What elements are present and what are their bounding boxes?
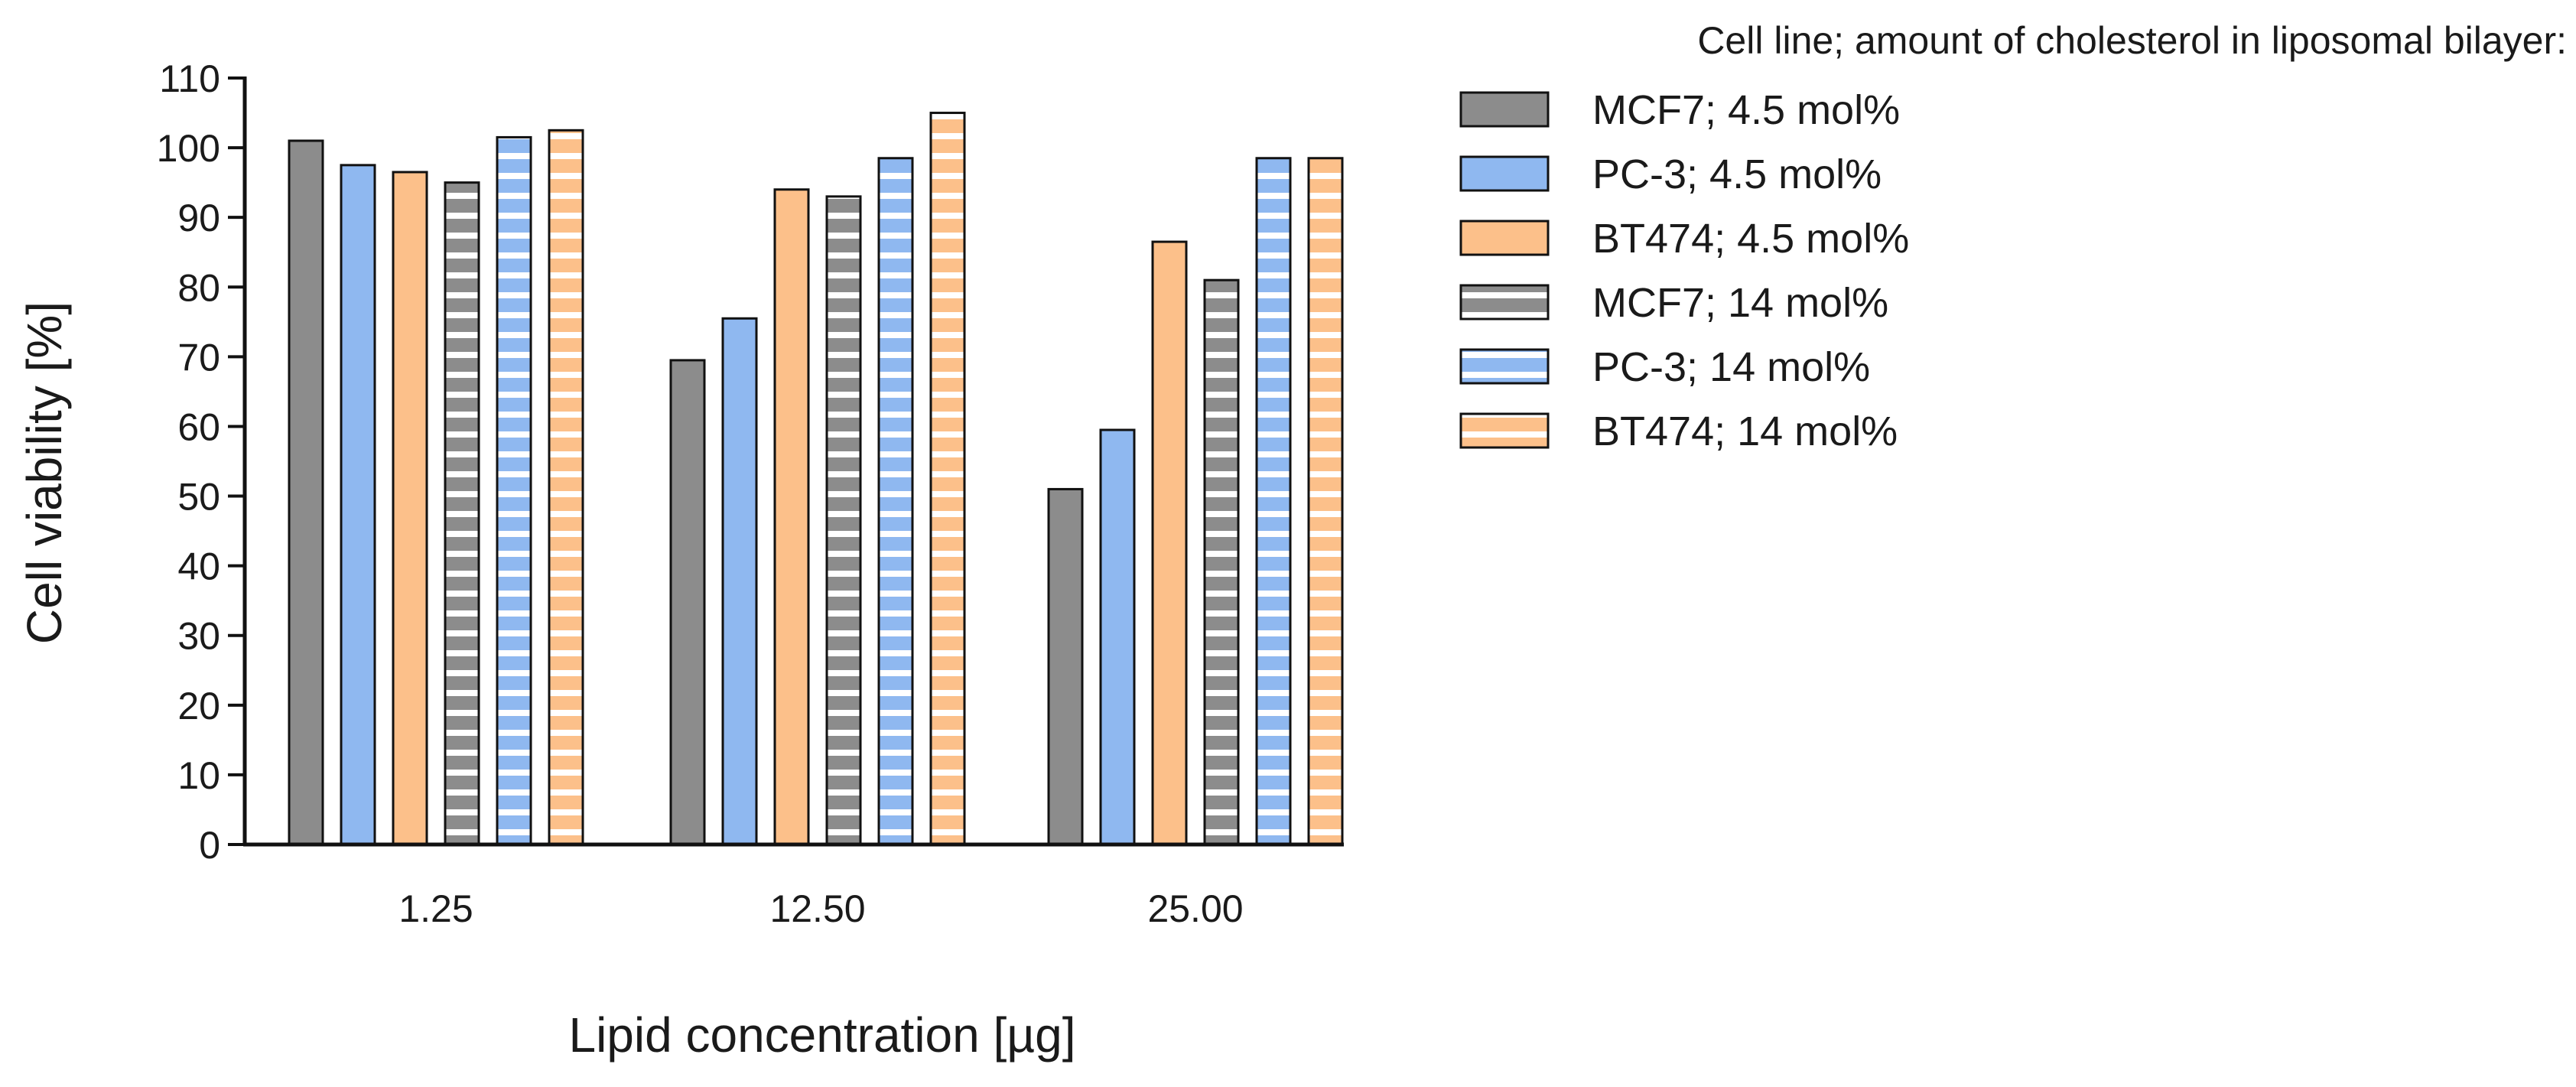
legend-label-mcf7-4-5-mol: MCF7; 4.5 mol% [1592,87,1900,133]
legend-label-bt474-14-mol: BT474; 14 mol% [1592,408,1898,454]
x-tick-label-12-50: 12.50 [769,887,865,930]
legend-swatch-mcf7-14-mol [1459,284,1550,321]
y-tick-label-0: 0 [199,824,220,867]
legend-swatch-bt474-4-5-mol [1459,220,1550,256]
axes: 0 10 20 30 40 50 60 70 80 90 100 110 1.25 12.50 25.00 [157,57,1344,930]
legend: Cell line; amount of cholesterol in lipo… [1459,19,2567,454]
x-tick-label-25-00: 25.00 [1147,887,1243,930]
legend-swatch-pc-3-14-mol [1459,348,1550,385]
bar-mcf7-4-5-mol-1-25 [288,139,324,846]
y-tick-label-30: 30 [177,615,220,658]
legend-swatch-pc-3-4-5-mol [1459,155,1550,192]
bar-bt474-4-5-mol-12-50 [773,188,810,846]
bar-bt474-14-mol-12-50 [929,112,966,846]
legend-label-mcf7-14-mol: MCF7; 14 mol% [1592,280,1888,326]
y-tick-label-80: 80 [177,266,220,309]
y-tick-label-10: 10 [177,754,220,797]
bar-mcf7-4-5-mol-12-50 [669,359,706,846]
y-tick-label-50: 50 [177,476,220,519]
legend-label-pc-3-14-mol: PC-3; 14 mol% [1592,344,1870,390]
legend-label-bt474-4-5-mol: BT474; 4.5 mol% [1592,216,1909,262]
bar-bt474-14-mol-1-25 [548,129,584,846]
bar-pc-3-4-5-mol-1-25 [340,164,376,846]
y-tick-label-100: 100 [157,127,220,170]
y-axis-title: Cell viability [%] [17,301,72,644]
bar-pc-3-4-5-mol-25-00 [1099,428,1136,846]
legend-swatch-mcf7-4-5-mol [1459,91,1550,128]
bar-pc-3-14-mol-25-00 [1255,157,1292,846]
y-tick-label-90: 90 [177,197,220,239]
legend-title: Cell line; amount of cholesterol in lipo… [1697,19,2567,62]
bar-mcf7-14-mol-12-50 [825,195,862,846]
legend-swatch-bt474-14-mol [1459,412,1550,449]
bar-pc-3-14-mol-12-50 [877,157,914,846]
bar-bt474-4-5-mol-1-25 [392,171,428,846]
legend-label-pc-3-4-5-mol: PC-3; 4.5 mol% [1592,151,1882,197]
bar-mcf7-4-5-mol-25-00 [1047,487,1084,846]
plot-area [288,112,1344,846]
x-tick-label-1-25: 1.25 [398,887,473,930]
y-tick-label-40: 40 [177,545,220,588]
y-tick-label-60: 60 [177,405,220,448]
y-tick-label-20: 20 [177,685,220,727]
bar-mcf7-14-mol-1-25 [444,181,480,846]
x-axis-title: Lipid concentration [µg] [568,1007,1075,1063]
bar-bt474-4-5-mol-25-00 [1151,240,1188,846]
bar-pc-3-4-5-mol-12-50 [721,317,758,846]
bar-pc-3-14-mol-1-25 [496,135,532,846]
y-tick-label-70: 70 [177,336,220,379]
y-tick-label-110: 110 [159,57,220,100]
bar-bt474-14-mol-25-00 [1307,157,1344,846]
bar-mcf7-14-mol-25-00 [1203,278,1240,846]
